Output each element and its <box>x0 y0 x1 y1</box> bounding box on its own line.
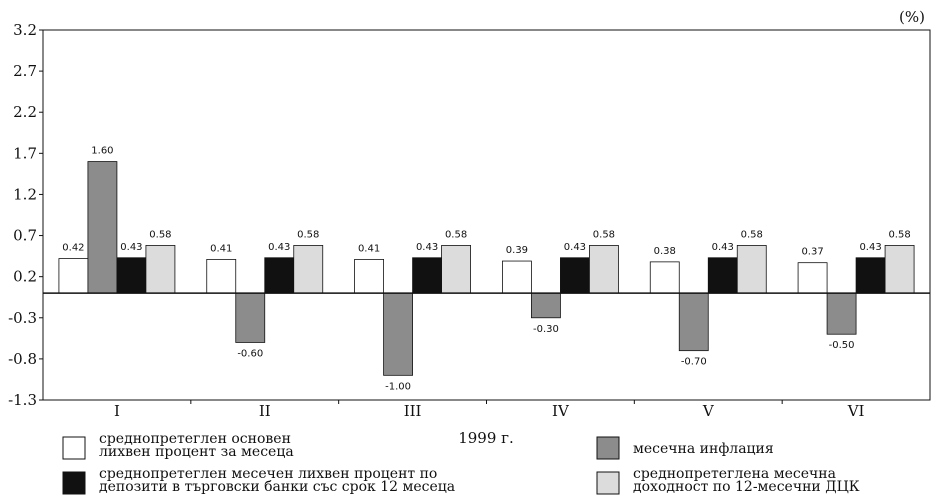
bar-series-2-V <box>678 292 709 352</box>
y-tick-label: -1.3 <box>8 391 37 409</box>
bar-series-4-IV <box>589 245 619 294</box>
data-label-series-2-VI: -0.50 <box>829 340 855 351</box>
legend-swatch-2 <box>596 436 620 460</box>
data-label-series-3-I: 0.43 <box>120 242 142 253</box>
category-label-IV: IV <box>552 402 570 420</box>
data-label-series-2-II: -0.60 <box>237 348 263 359</box>
legend-swatch-4 <box>596 471 620 495</box>
bar-series-3-I <box>116 257 147 294</box>
bar-series-4-VI <box>884 245 915 294</box>
y-axis: 3.2 2.7 2.2 1.7 1.2 0.7 0.2 -0.3 -0.8 -1.3 <box>8 21 43 409</box>
data-labels: 0.42 1.60 0.43 0.58 0.41 -0.60 0.43 0.58 0.41 -1.… <box>62 146 910 393</box>
bar-series-4-V <box>736 245 767 294</box>
bars <box>58 161 915 376</box>
y-tick-label: 2.2 <box>13 103 37 121</box>
bar-series-4-III <box>441 245 471 294</box>
data-label-series-3-II: 0.43 <box>268 242 290 253</box>
data-label-series-4-VI: 0.58 <box>888 229 910 240</box>
x-axis-title: 1999 г. <box>458 429 514 447</box>
data-label-series-1-II: 0.41 <box>210 243 232 254</box>
bar-series-2-VI <box>826 292 857 335</box>
bar-series-3-IV <box>560 257 590 294</box>
bar-series-2-III <box>383 292 413 376</box>
data-label-series-2-I: 1.60 <box>91 146 113 157</box>
category-label-II: II <box>259 402 271 420</box>
bar-series-1-II <box>206 258 237 294</box>
data-label-series-1-I: 0.42 <box>62 243 84 254</box>
data-label-series-3-V: 0.43 <box>712 242 734 253</box>
legend-label-4: среднопретеглена месечна <box>633 466 836 482</box>
bar-series-2-IV <box>531 292 561 319</box>
bar-series-3-VI <box>855 257 886 294</box>
data-label-series-4-V: 0.58 <box>741 229 763 240</box>
y-tick-label: -0.8 <box>8 350 37 368</box>
data-label-series-1-IV: 0.39 <box>506 245 528 256</box>
y-tick-label: 1.2 <box>13 185 37 203</box>
legend-label-1: среднопретеглен основен <box>99 431 291 447</box>
category-label-V: V <box>702 402 715 420</box>
legend-label-3: среднопретеглен месечен лихвен процент п… <box>99 466 437 482</box>
data-label-series-2-III: -1.00 <box>385 381 411 392</box>
legend-label-4: доходност по 12-месечни ДЦК <box>633 479 860 495</box>
bar-series-1-I <box>58 258 89 294</box>
data-label-series-3-VI: 0.43 <box>859 242 881 253</box>
bar-series-1-III <box>354 258 384 294</box>
category-label-III: III <box>404 402 422 420</box>
y-tick-label: 3.2 <box>13 21 37 39</box>
y-tick-label: 2.7 <box>13 62 37 80</box>
bar-series-3-V <box>707 257 738 294</box>
bar-series-1-VI <box>797 262 828 294</box>
data-label-series-4-II: 0.58 <box>297 229 319 240</box>
y-tick-label: 0.2 <box>13 268 37 286</box>
bar-series-4-I <box>145 245 176 294</box>
data-label-series-1-VI: 0.37 <box>801 247 823 258</box>
bar-series-4-II <box>293 245 324 294</box>
bar-series-2-I <box>87 161 118 294</box>
y-tick-label: 0.7 <box>13 227 37 245</box>
data-label-series-2-IV: -0.30 <box>533 324 559 335</box>
data-label-series-4-III: 0.58 <box>445 229 467 240</box>
bar-series-1-V <box>649 261 680 294</box>
y-tick-label: 1.7 <box>13 144 37 162</box>
y-tick-label: -0.3 <box>8 309 37 327</box>
data-label-series-1-III: 0.41 <box>358 243 380 254</box>
unit-label: (%) <box>899 8 925 26</box>
legend-label-3: депозити в търговски банки със срок 12 м… <box>99 479 455 495</box>
legend-swatch-1 <box>62 436 86 460</box>
bar-series-3-III <box>412 257 442 294</box>
plot-frame <box>42 29 931 401</box>
data-label-series-3-III: 0.43 <box>416 242 438 253</box>
data-label-series-4-I: 0.58 <box>149 229 171 240</box>
data-label-series-1-V: 0.38 <box>654 246 676 257</box>
category-label-VI: VI <box>847 402 865 420</box>
x-axis: I II III IV V VI <box>114 400 865 420</box>
bar-series-2-II <box>235 292 266 343</box>
legend-label-2: месечна инфлация <box>633 441 774 457</box>
data-label-series-3-IV: 0.43 <box>564 242 586 253</box>
data-label-series-4-IV: 0.58 <box>593 229 615 240</box>
legend-swatch-3 <box>62 471 86 495</box>
legend-label-1: лихвен процент за месеца <box>99 444 294 460</box>
bar-series-1-IV <box>502 260 532 294</box>
bar-series-3-II <box>264 257 295 294</box>
category-label-I: I <box>114 402 120 420</box>
data-label-series-2-V: -0.70 <box>681 357 707 368</box>
